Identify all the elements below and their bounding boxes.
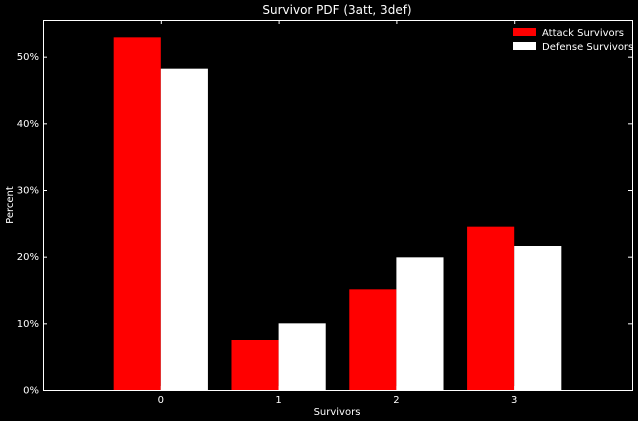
chart-title: Survivor PDF (3att, 3def) xyxy=(262,3,411,17)
bar-attack-3 xyxy=(467,226,515,390)
x-tick-label: 2 xyxy=(393,395,399,406)
y-tick-label: 50% xyxy=(17,52,39,63)
x-tick-label: 1 xyxy=(275,395,281,406)
legend-swatch-attack xyxy=(513,28,536,36)
y-tick-label: 10% xyxy=(17,319,39,330)
plot-frame xyxy=(43,20,633,391)
x-axis-label: Survivors xyxy=(314,407,361,418)
bar-defense-1 xyxy=(278,323,326,390)
bar-attack-2 xyxy=(349,289,397,390)
ticks-layer: 0% 10% 20% 30% 40% 50% 0 1 2 3 xyxy=(17,20,632,406)
legend: Attack Survivors Defense Survivors xyxy=(513,28,633,53)
legend-label-attack: Attack Survivors xyxy=(542,28,624,39)
bar-defense-2 xyxy=(396,257,444,390)
bar-attack-0 xyxy=(113,37,161,390)
bar-attack-1 xyxy=(231,340,279,390)
bar-defense-0 xyxy=(160,68,208,391)
x-tick-label: 3 xyxy=(511,395,517,406)
x-tick-label: 0 xyxy=(158,395,164,406)
y-axis-label: Percent xyxy=(5,186,16,224)
bars-layer xyxy=(113,37,562,391)
y-tick-label: 20% xyxy=(17,252,39,263)
legend-label-defense: Defense Survivors xyxy=(542,42,633,53)
legend-swatch-defense xyxy=(513,42,536,50)
y-tick-label: 0% xyxy=(23,386,39,397)
y-tick-label: 40% xyxy=(17,119,39,130)
bar-defense-3 xyxy=(514,246,562,390)
y-tick-label: 30% xyxy=(17,186,39,197)
